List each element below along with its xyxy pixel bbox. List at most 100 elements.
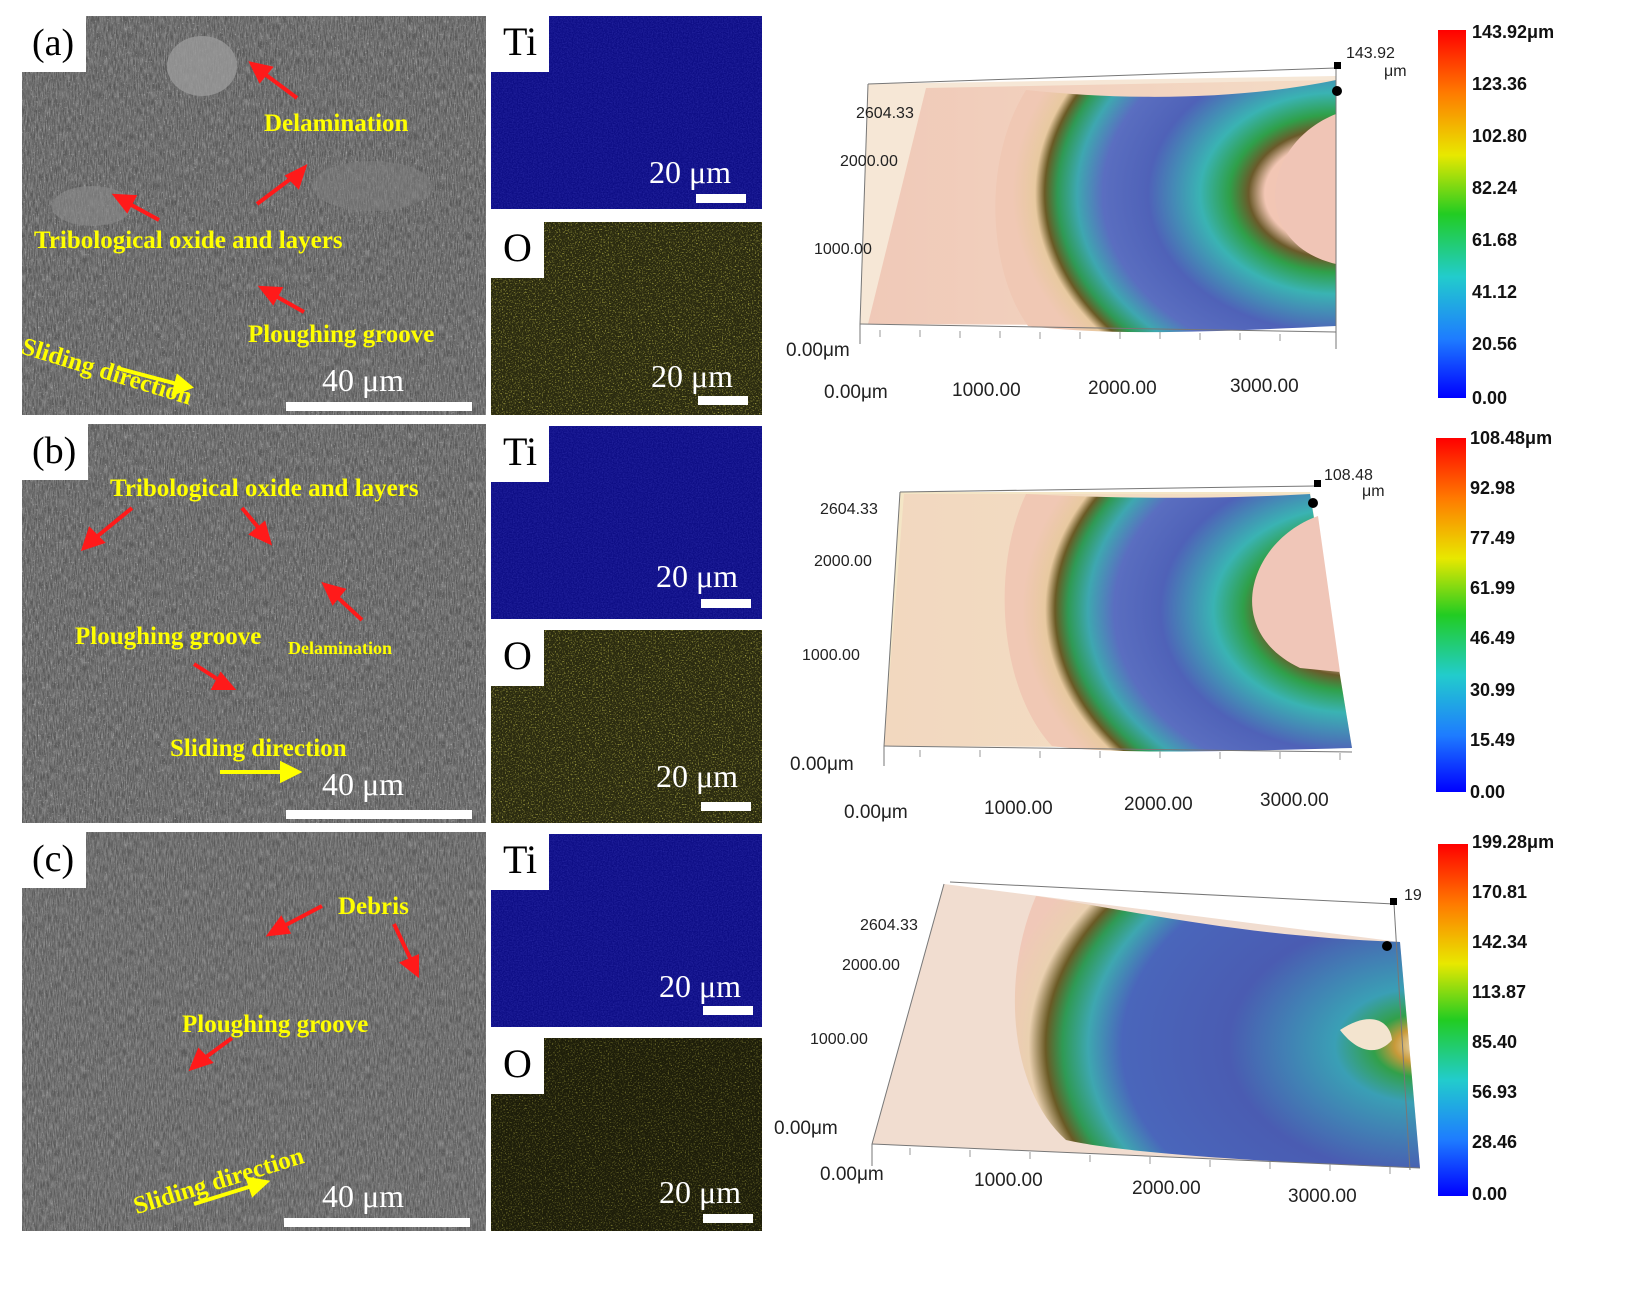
z-max-unit: μm — [1384, 63, 1407, 80]
svg-text:82.24: 82.24 — [1472, 178, 1517, 198]
eds-element-label: O — [491, 1038, 544, 1094]
svg-text:85.40: 85.40 — [1472, 1032, 1517, 1052]
eds-map-o-b: O 20 μm — [491, 630, 762, 823]
y-tick: 2000.00 — [842, 957, 900, 974]
svg-text:108.48μm: 108.48μm — [1470, 428, 1552, 448]
y-tick: 1000.00 — [802, 647, 860, 664]
svg-text:102.80: 102.80 — [1472, 126, 1527, 146]
scale-bar-label: 40 μm — [322, 766, 405, 802]
sem-image-b: (b) Tribological oxide and layers Plough… — [22, 424, 486, 823]
x-tick: 2000.00 — [1132, 1178, 1201, 1199]
annotation-ploughing-groove: Ploughing groove — [248, 321, 435, 348]
sem-texture — [22, 832, 486, 1231]
z-max-label: 108.48 — [1324, 467, 1373, 484]
annotation-tribological-oxide: Tribological oxide and layers — [34, 227, 343, 254]
svg-text:30.99: 30.99 — [1470, 680, 1515, 700]
scale-bar — [286, 810, 472, 819]
x-tick: 2000.00 — [1088, 378, 1157, 399]
z-max-label: 19 — [1404, 887, 1422, 904]
x-tick: 0.00μm — [824, 382, 888, 403]
eds-scale-bar — [701, 599, 751, 608]
annotation-sliding-direction: Sliding direction — [170, 735, 347, 762]
panel-label: (b) — [22, 424, 89, 480]
eds-element-label: O — [491, 630, 544, 686]
svg-text:61.68: 61.68 — [1472, 230, 1517, 250]
svg-text:0.00: 0.00 — [1472, 1184, 1507, 1204]
eds-scale-label: 20 μm — [659, 1174, 742, 1210]
annotation-delamination: Delamination — [288, 638, 393, 658]
eds-map-ti-b: Ti 20 μm — [491, 426, 762, 619]
y-tick: 1000.00 — [810, 1031, 868, 1048]
scale-bar — [286, 402, 472, 411]
colorbar-ticks: 108.48μm 92.98 77.49 61.99 46.49 30.99 1… — [1470, 428, 1552, 802]
svg-text:0.00: 0.00 — [1470, 782, 1505, 802]
x-tick: 3000.00 — [1260, 790, 1329, 811]
y-tick: 0.00μm — [786, 340, 850, 361]
svg-text:170.81: 170.81 — [1472, 882, 1527, 902]
colorbar — [1436, 438, 1466, 792]
eds-scale-label: 20 μm — [649, 154, 732, 190]
eds-map-ti-a: Ti 20 μm — [491, 16, 762, 209]
eds-element-label: Ti — [491, 16, 550, 72]
eds-map-o-a: O 20 μm — [491, 222, 762, 415]
x-tick: 3000.00 — [1230, 376, 1299, 397]
panel-label: (c) — [22, 832, 87, 888]
svg-text:20.56: 20.56 — [1472, 334, 1517, 354]
y-tick: 2000.00 — [814, 553, 872, 570]
y-tick: 2604.33 — [860, 917, 918, 934]
annotation-ploughing-groove: Ploughing groove — [75, 623, 262, 650]
x-tick: 2000.00 — [1124, 794, 1193, 815]
eds-map-o-c: O 20 μm — [491, 1038, 762, 1231]
x-tick: 0.00μm — [820, 1164, 884, 1185]
eds-scale-label: 20 μm — [651, 358, 734, 394]
sem-image-a: (a) Delamination Tribological oxide and … — [22, 16, 486, 415]
z-max-label: 143.92 — [1346, 45, 1395, 62]
eds-scale-label: 20 μm — [659, 968, 742, 1004]
eds-scale-bar — [701, 802, 751, 811]
profile-3d-c: 19 2604.33 2000.00 1000.00 0.00μm 0.00μm… — [774, 832, 1554, 1207]
svg-text:113.87: 113.87 — [1472, 982, 1526, 1002]
y-tick: 0.00μm — [790, 754, 854, 775]
eds-element-label: Ti — [491, 834, 550, 890]
eds-map-ti-c: Ti 20 μm — [491, 834, 762, 1027]
svg-text:123.36: 123.36 — [1472, 74, 1527, 94]
svg-text:77.49: 77.49 — [1470, 528, 1515, 548]
panel-label: (a) — [22, 16, 87, 72]
svg-text:28.46: 28.46 — [1472, 1132, 1517, 1152]
sem-texture — [22, 424, 486, 823]
annotation-debris: Debris — [338, 893, 409, 920]
x-tick: 3000.00 — [1288, 1186, 1357, 1207]
svg-text:15.49: 15.49 — [1470, 730, 1515, 750]
eds-element-label: O — [491, 222, 544, 278]
sem-image-c: (c) Debris Ploughing groove Sliding dire… — [22, 832, 486, 1231]
profile-3d-b: 108.48 μm 2604.33 2000.00 1000.00 0.00μm… — [790, 428, 1552, 823]
z-max-unit: μm — [1362, 483, 1385, 500]
y-tick: 1000.00 — [814, 241, 872, 258]
scale-bar-label: 40 μm — [322, 1178, 405, 1214]
eds-scale-bar — [703, 1006, 753, 1015]
annotation-delamination: Delamination — [264, 110, 409, 137]
eds-scale-bar — [696, 194, 746, 203]
svg-text:142.34: 142.34 — [1472, 932, 1527, 952]
annotation-tribological-oxide: Tribological oxide and layers — [110, 475, 419, 502]
svg-text:143.92μm: 143.92μm — [1472, 22, 1554, 42]
colorbar-ticks: 199.28μm 170.81 142.34 113.87 85.40 56.9… — [1472, 832, 1554, 1204]
y-tick: 2604.33 — [856, 105, 914, 122]
profile-3d-a: 143.92 μm 2604.33 2000.00 1000.00 0.00μm… — [786, 22, 1554, 408]
svg-text:61.99: 61.99 — [1470, 578, 1515, 598]
x-tick: 0.00μm — [844, 802, 908, 823]
eds-scale-bar — [698, 396, 748, 405]
x-tick: 1000.00 — [984, 798, 1053, 819]
annotation-arrows — [111, 61, 308, 397]
annotation-arrows — [80, 506, 364, 784]
scale-bar — [284, 1218, 470, 1227]
scale-bar-label: 40 μm — [322, 362, 405, 398]
colorbar — [1438, 844, 1468, 1196]
eds-scale-label: 20 μm — [656, 558, 739, 594]
sem-texture — [22, 16, 486, 415]
svg-text:0.00: 0.00 — [1472, 388, 1507, 408]
annotation-ploughing-groove: Ploughing groove — [182, 1011, 369, 1038]
y-tick: 0.00μm — [774, 1118, 838, 1139]
svg-text:46.49: 46.49 — [1470, 628, 1515, 648]
x-tick: 1000.00 — [952, 380, 1021, 401]
